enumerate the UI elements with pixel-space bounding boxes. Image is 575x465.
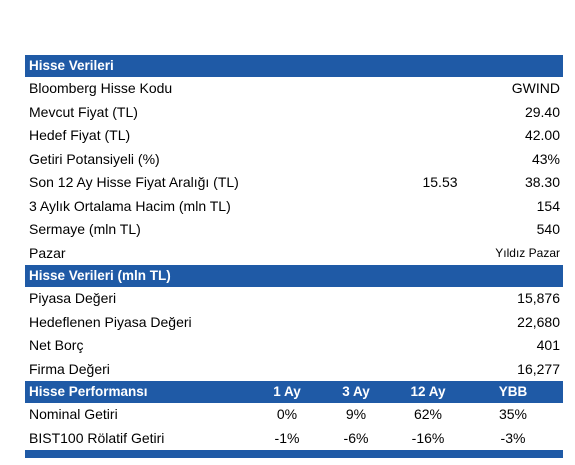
table-row: Net Borç 401 [25,334,563,358]
row-label: Bloomberg Hisse Kodu [29,80,173,96]
row-label: Hedef Fiyat (TL) [29,127,131,143]
row-value: 9% [345,406,367,422]
row-value: 16,277 [517,360,560,377]
row-value: 35% [498,406,528,422]
section-title: Hisse Performansı [29,384,148,399]
row-label: Piyasa Değeri [29,290,117,306]
section-header: Hisse Verileri (mln TL) [25,265,563,287]
section-header: Hisse Verileri [25,55,563,77]
row-value: 540 [536,221,560,237]
column-header: 12 Ay [410,384,446,399]
section-title: Hisse Verileri (mln TL) [29,268,171,283]
row-value: 38.30 [524,174,560,190]
row-value: 43% [531,150,560,167]
table-row: Hedeflenen Piyasa Değeri 22,680 [25,311,563,335]
row-label: 3 Aylık Ortalama Hacim (mln TL) [29,197,231,214]
row-label: Nominal Getiri [29,406,118,422]
column-header: 3 Ay [342,384,370,399]
table-row: Hedef Fiyat (TL) 42.00 [25,124,563,148]
row-value: 22,680 [517,313,560,330]
row-value: Yıldız Pazar [495,245,560,260]
table-row: BIST100 Rölatif Getiri -1% -6% -16% -3% [25,427,563,451]
row-value: -3% [500,429,526,446]
table-row: Pazar Yıldız Pazar [25,242,563,266]
row-label: Hedeflenen Piyasa Değeri [29,313,192,330]
column-header: YBB [498,384,528,399]
row-label: Getiri Potansiyeli (%) [29,150,160,167]
section-header: Hisse Performansı 1 Ay 3 Ay 12 Ay YBB [25,381,563,403]
row-label: Son 12 Ay Hisse Fiyat Aralığı (TL) [29,174,239,190]
table-row: Firma Değeri 16,277 [25,358,563,382]
table-row: Son 12 Ay Hisse Fiyat Aralığı (TL) 15.53 3… [25,171,563,195]
table-row: 3 Aylık Ortalama Hacim (mln TL) 154 [25,195,563,219]
footer-bar [25,450,563,458]
row-value: -1% [274,429,300,446]
table-row: Sermaye (mln TL) 540 [25,218,563,242]
row-value: -6% [343,429,369,446]
row-value: 154 [536,197,560,214]
table-row: Bloomberg Hisse Kodu GWIND [25,77,563,101]
table-row: Mevcut Fiyat (TL) 29.40 [25,101,563,125]
table-row: Nominal Getiri 0% 9% 62% 35% [25,403,563,427]
row-value: 0% [276,406,298,422]
row-value: 62% [413,406,443,422]
row-value: -16% [411,429,445,446]
row-label: Pazar [29,244,66,261]
table-section: Hisse Performansı 1 Ay 3 Ay 12 Ay YBB Nominal… [25,381,563,450]
row-value: 401 [536,337,560,353]
row-value: GWIND [511,80,560,96]
row-label: Net Borç [29,337,84,353]
row-label: BIST100 Rölatif Getiri [29,429,165,446]
row-label: Firma Değeri [29,360,110,377]
table-section: Hisse Verileri (mln TL) Piyasa Değeri 15,8… [25,265,563,381]
row-value: 42.00 [524,127,560,143]
row-value: 15,876 [517,290,560,306]
row-label: Mevcut Fiyat (TL) [29,103,138,120]
table-section: Hisse Verileri Bloomberg Hisse Kodu GWIND M… [25,55,563,265]
row-value: 29.40 [524,103,560,120]
table-row: Piyasa Değeri 15,876 [25,287,563,311]
section-title: Hisse Verileri [29,58,114,73]
row-label: Sermaye (mln TL) [29,221,141,237]
column-header: 1 Ay [273,384,301,399]
table-row: Getiri Potansiyeli (%) 43% [25,148,563,172]
